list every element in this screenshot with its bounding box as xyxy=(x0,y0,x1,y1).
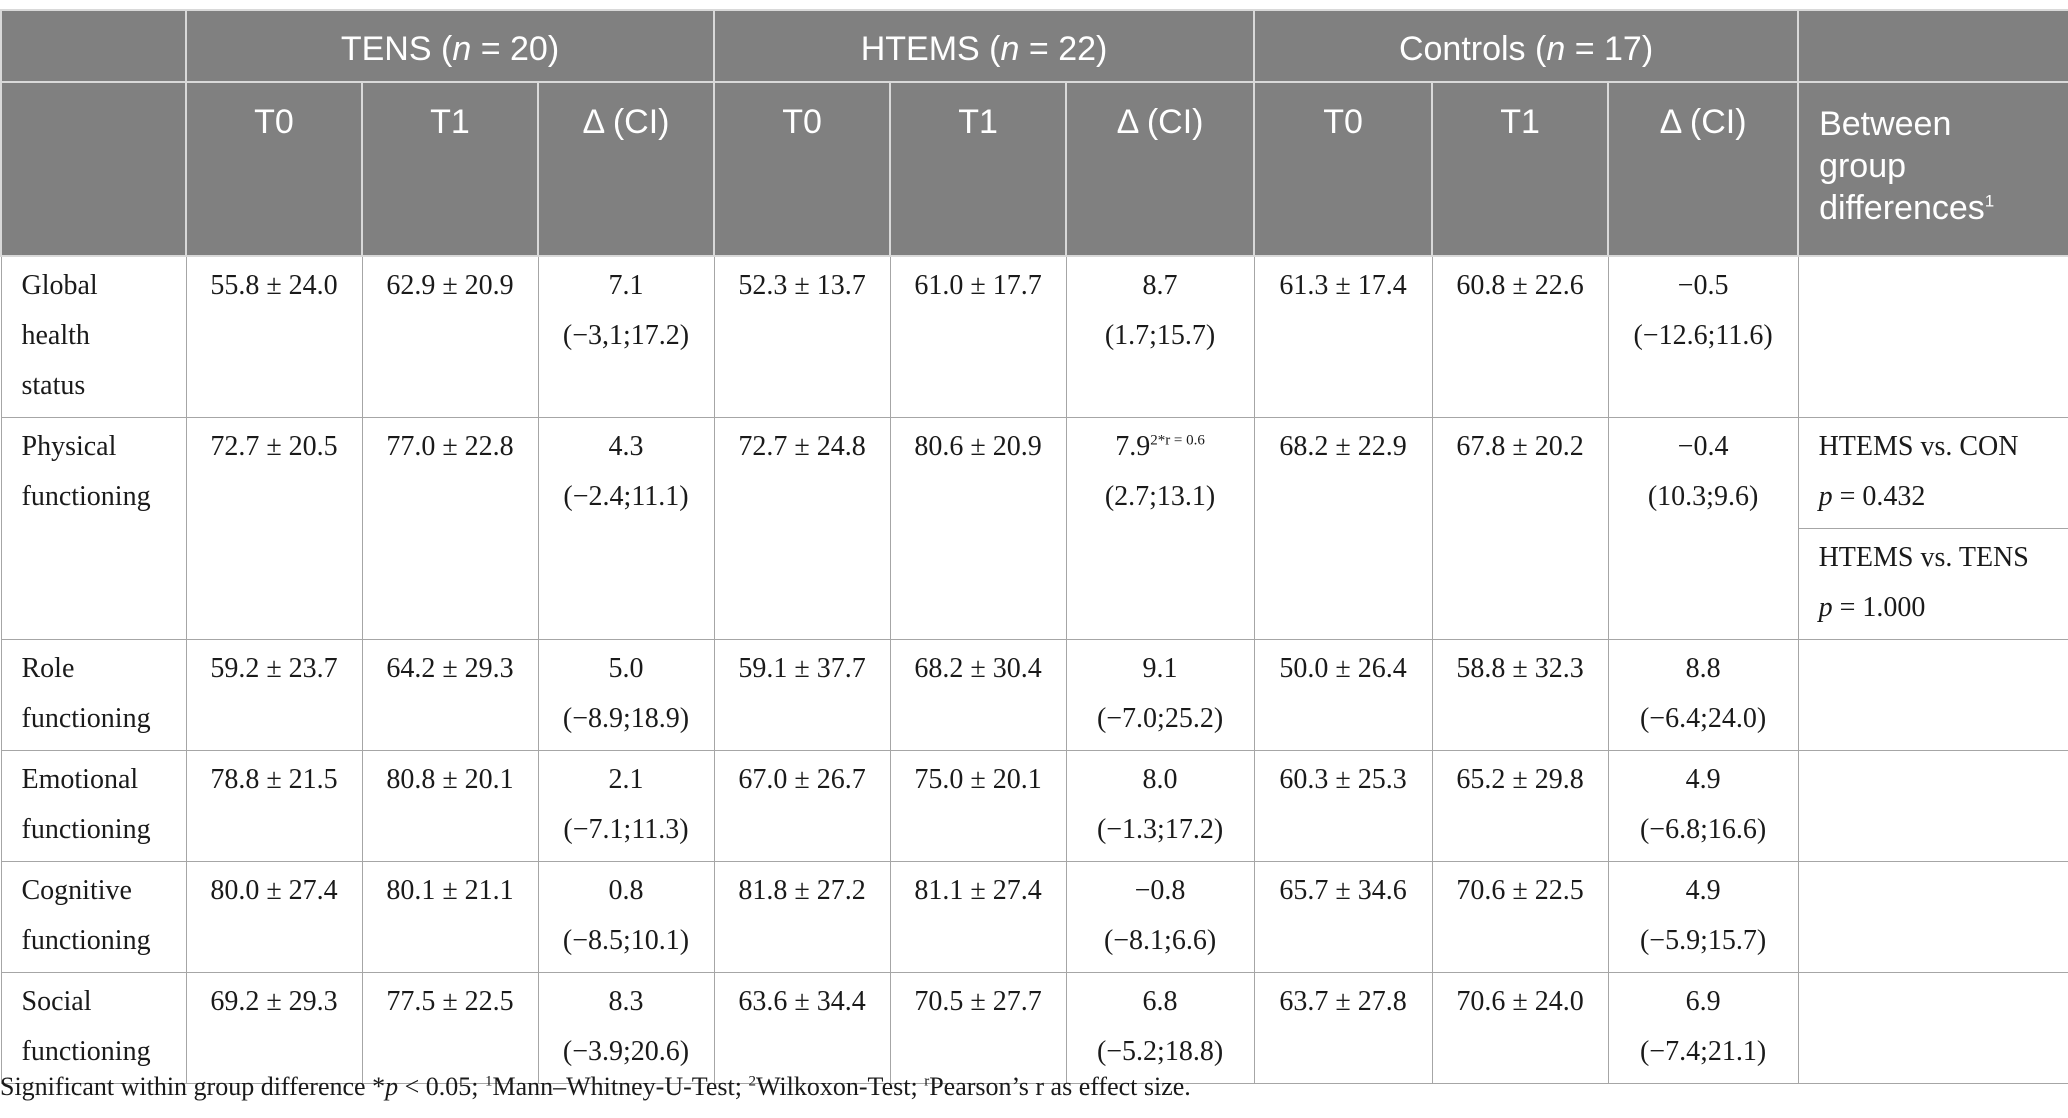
header-controls-delta: Δ (CI) xyxy=(1607,81,1800,257)
cell-t0: 63.7 ± 27.8 xyxy=(1253,972,1433,1084)
cell-between-group xyxy=(1797,639,2068,751)
header-controls-t0: T0 xyxy=(1253,81,1434,257)
cell-t1: 80.6 ± 20.9 xyxy=(889,417,1067,640)
row-label: Social functioning xyxy=(0,972,187,1084)
row-label: Cognitive functioning xyxy=(0,861,187,973)
cell-t0: 72.7 ± 24.8 xyxy=(713,417,891,640)
cell-between-group: HTEMS vs. CON p = 0.432 xyxy=(1797,417,2068,529)
significance-superscript: 2*r = 0.6 xyxy=(1150,432,1205,449)
cell-t1: 67.8 ± 20.2 xyxy=(1431,417,1609,640)
cell-t0: 68.2 ± 22.9 xyxy=(1253,417,1433,640)
table-row: Physical functioning 72.7 ± 20.5 77.0 ± 2… xyxy=(0,417,2068,640)
cell-between-group xyxy=(1797,255,2068,418)
header-tens-t0: T0 xyxy=(185,81,363,257)
cell-delta: 4.9 (−6.8;16.6) xyxy=(1607,750,1799,862)
cell-delta: 4.3 (−2.4;11.1) xyxy=(537,417,715,640)
cell-t0: 59.2 ± 23.7 xyxy=(185,639,363,751)
cell-t0: 78.8 ± 21.5 xyxy=(185,750,363,862)
row-label: Physical functioning xyxy=(0,417,187,640)
table-row: Role functioning 59.2 ± 23.7 64.2 ± 29.3 … xyxy=(0,639,2068,751)
cell-t0: 61.3 ± 17.4 xyxy=(1253,255,1433,418)
cell-t0: 69.2 ± 29.3 xyxy=(185,972,363,1084)
cell-between-group xyxy=(1797,750,2068,862)
cell-t1: 65.2 ± 29.8 xyxy=(1431,750,1609,862)
table-footnote: Significant within group difference *p <… xyxy=(0,1072,1191,1101)
corner-cell xyxy=(0,9,187,83)
row-label: Global health status xyxy=(0,255,187,418)
cell-t0: 67.0 ± 26.7 xyxy=(713,750,891,862)
cell-t1: 77.0 ± 22.8 xyxy=(361,417,539,640)
corner-cell-lower xyxy=(0,81,187,257)
header-controls-t1: T1 xyxy=(1431,81,1610,257)
table-row: Emotional functioning 78.8 ± 21.5 80.8 ± … xyxy=(0,750,2068,862)
group-header-empty xyxy=(1797,9,2068,83)
table-row: Global health status 55.8 ± 24.0 62.9 ± 20… xyxy=(0,255,2068,418)
cell-t0: 63.6 ± 34.4 xyxy=(713,972,891,1084)
header-htems-t0: T0 xyxy=(713,81,892,257)
cell-delta: 8.3 (−3.9;20.6) xyxy=(537,972,715,1084)
header-tens-t1: T1 xyxy=(361,81,539,257)
cell-delta: 9.1 (−7.0;25.2) xyxy=(1065,639,1255,751)
cell-delta: 7.1 (−3,1;17.2) xyxy=(537,255,715,418)
cell-delta: 6.8 (−5.2;18.8) xyxy=(1065,972,1255,1084)
cell-delta: 2.1 (−7.1;11.3) xyxy=(537,750,715,862)
results-table: TENS (n = 20) HTEMS (n = 22) Controls (n… xyxy=(0,9,2068,1084)
cell-t1: 80.8 ± 20.1 xyxy=(361,750,539,862)
cell-t0: 50.0 ± 26.4 xyxy=(1253,639,1433,751)
cell-delta: 6.9 (−7.4;21.1) xyxy=(1607,972,1799,1084)
cell-t0: 52.3 ± 13.7 xyxy=(713,255,891,418)
cell-t0: 72.7 ± 20.5 xyxy=(185,417,363,640)
cell-t1: 77.5 ± 22.5 xyxy=(361,972,539,1084)
cell-t1: 68.2 ± 30.4 xyxy=(889,639,1067,751)
cell-delta: 4.9 (−5.9;15.7) xyxy=(1607,861,1799,973)
cell-t1: 70.6 ± 22.5 xyxy=(1431,861,1609,973)
cell-delta: 0.8 (−8.5;10.1) xyxy=(537,861,715,973)
cell-delta: −0.4 (10.3;9.6) xyxy=(1607,417,1799,640)
cell-t1: 80.1 ± 21.1 xyxy=(361,861,539,973)
cell-delta: 8.8 (−6.4;24.0) xyxy=(1607,639,1799,751)
cell-t0: 59.1 ± 37.7 xyxy=(713,639,891,751)
group-header-tens: TENS (n = 20) xyxy=(184,9,716,83)
group-header-controls: Controls (n = 17) xyxy=(1253,9,1800,83)
cell-delta: 7.92*r = 0.6 (2.7;13.1) xyxy=(1065,417,1255,640)
cell-between-group xyxy=(1797,861,2068,973)
cell-between-group xyxy=(1797,972,2068,1084)
header-between-group: Between group differences1 xyxy=(1797,81,2068,257)
cell-t1: 70.5 ± 27.7 xyxy=(889,972,1067,1084)
cell-t1: 60.8 ± 22.6 xyxy=(1431,255,1609,418)
cell-between-group: HTEMS vs. TENS p = 1.000 xyxy=(1797,528,2068,640)
cell-t1: 62.9 ± 20.9 xyxy=(361,255,539,418)
header-htems-delta: Δ (CI) xyxy=(1065,81,1256,257)
cell-t0: 55.8 ± 24.0 xyxy=(185,255,363,418)
cell-t0: 80.0 ± 27.4 xyxy=(185,861,363,973)
cell-t1: 70.6 ± 24.0 xyxy=(1431,972,1609,1084)
table-row: Social functioning 69.2 ± 29.3 77.5 ± 22.… xyxy=(0,972,2068,1084)
cell-t1: 81.1 ± 27.4 xyxy=(889,861,1067,973)
cell-t0: 65.7 ± 34.6 xyxy=(1253,861,1433,973)
cell-delta: −0.8 (−8.1;6.6) xyxy=(1065,861,1255,973)
cell-delta: 8.7 (1.7;15.7) xyxy=(1065,255,1255,418)
cell-delta: −0.5 (−12.6;11.6) xyxy=(1607,255,1799,418)
table-row: HTEMS vs. TENS p = 1.000 xyxy=(1,528,2068,640)
header-tens-delta: Δ (CI) xyxy=(536,81,716,257)
cell-t1: 58.8 ± 32.3 xyxy=(1431,639,1609,751)
cell-t1: 75.0 ± 20.1 xyxy=(889,750,1067,862)
header-htems-t1: T1 xyxy=(889,81,1068,257)
group-header-row: TENS (n = 20) HTEMS (n = 22) Controls (n… xyxy=(0,9,2068,83)
cell-t1: 61.0 ± 17.7 xyxy=(889,255,1067,418)
cell-t0: 81.8 ± 27.2 xyxy=(713,861,891,973)
cell-t0: 60.3 ± 25.3 xyxy=(1253,750,1433,862)
group-header-htems: HTEMS (n = 22) xyxy=(713,9,1256,83)
subheader-row: T0 T1 Δ (CI) T0 T1 Δ (CI) T0 T1 Δ (CI) B… xyxy=(0,81,2068,257)
cell-delta: 8.0 (−1.3;17.2) xyxy=(1065,750,1255,862)
row-label: Role functioning xyxy=(0,639,187,751)
table-row: Cognitive functioning 80.0 ± 27.4 80.1 ± … xyxy=(0,861,2068,973)
cell-delta: 5.0 (−8.9;18.9) xyxy=(537,639,715,751)
cell-t1: 64.2 ± 29.3 xyxy=(361,639,539,751)
row-label: Emotional functioning xyxy=(0,750,187,862)
